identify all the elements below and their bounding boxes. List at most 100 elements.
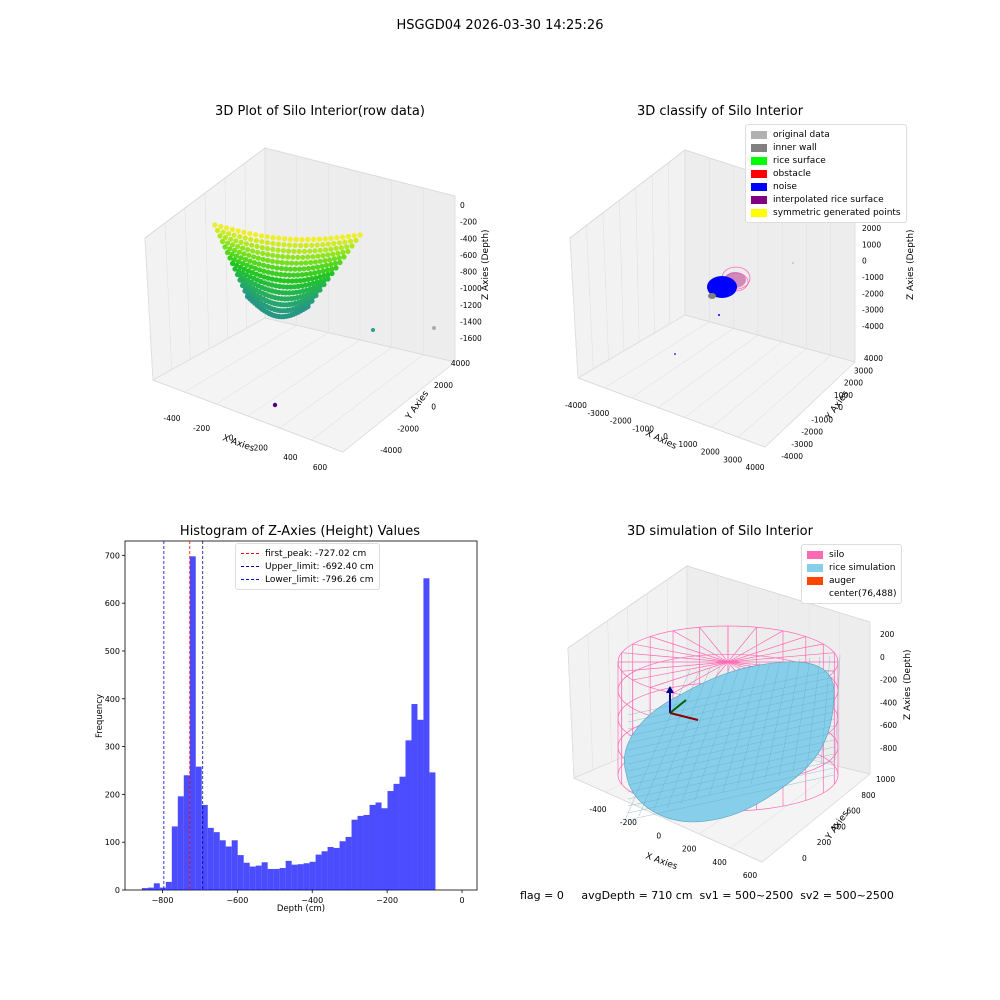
p1-point xyxy=(236,249,242,255)
p1-point xyxy=(286,248,292,254)
p1-point xyxy=(255,255,261,261)
p1-x-tick: 0 xyxy=(229,434,234,443)
mesh-line xyxy=(694,664,741,801)
p1-point xyxy=(286,272,292,278)
p1-point xyxy=(265,257,271,263)
histogram-x-label: Depth (cm) xyxy=(277,904,325,914)
figure-title: HSGGD04 2026-03-30 14:25:26 xyxy=(396,18,604,33)
p1-point xyxy=(282,272,288,278)
p1-point xyxy=(285,254,291,260)
p1-z-label: Z Axies (Depth) xyxy=(481,229,491,300)
p2-noise-point xyxy=(792,262,794,264)
p1-point xyxy=(329,266,335,272)
p1-point xyxy=(345,233,351,239)
p1-x-tick: -200 xyxy=(193,424,210,433)
p1-point xyxy=(276,235,282,241)
silo-roof-spoke xyxy=(699,626,729,663)
p1-point xyxy=(270,240,276,247)
p1-point xyxy=(257,267,263,273)
p1-point xyxy=(228,236,234,242)
p1-point xyxy=(247,231,253,237)
p1-point xyxy=(240,260,246,267)
histogram-bar xyxy=(429,772,436,890)
p4-x-tick: 0 xyxy=(656,831,661,840)
p1-point xyxy=(275,253,281,259)
histogram-bar xyxy=(201,804,208,890)
p1-point xyxy=(286,242,293,248)
mesh-line xyxy=(764,659,791,781)
p1-point xyxy=(311,236,317,242)
p1-point xyxy=(251,254,257,260)
legend-line-swatch xyxy=(241,579,259,580)
p1-point xyxy=(317,274,323,280)
grid-line xyxy=(577,314,686,379)
p2-noise-cluster xyxy=(707,276,737,298)
histogram-bar xyxy=(171,826,178,890)
legend-line-swatch xyxy=(241,566,259,567)
p1-point xyxy=(283,266,289,272)
grid-line xyxy=(184,207,191,360)
p1-point xyxy=(313,275,319,281)
p1-y-tick: 4000 xyxy=(451,359,470,368)
p1-point xyxy=(261,268,267,274)
legend-swatch xyxy=(807,563,823,572)
legend-label: original data xyxy=(773,129,830,140)
p1-point xyxy=(308,259,314,266)
grid-line xyxy=(764,361,856,448)
p2-legend-item: symmetric generated points xyxy=(751,206,901,219)
mesh-line xyxy=(834,654,841,761)
p1-point xyxy=(260,256,266,262)
histogram-bar xyxy=(315,854,322,890)
p1-point xyxy=(284,260,290,266)
p4-x-tick: -200 xyxy=(620,818,637,827)
histogram-bar xyxy=(159,887,166,890)
p1-y-tick: -2000 xyxy=(397,424,419,433)
p1-point xyxy=(237,234,243,240)
p1-point xyxy=(317,258,323,264)
p1-point xyxy=(331,240,337,247)
mesh-line xyxy=(820,655,831,765)
p1-point xyxy=(342,239,348,245)
grid-line xyxy=(224,177,228,339)
p4-rice-mesh-lines xyxy=(624,654,841,821)
p1-point xyxy=(333,265,339,271)
histogram-bar xyxy=(321,851,328,890)
histogram-bar xyxy=(399,776,406,890)
silo-roof-spoke xyxy=(727,630,784,663)
p1-point xyxy=(229,226,235,233)
p1-point xyxy=(299,237,305,243)
mesh-line xyxy=(792,657,811,773)
p1-outlier-point xyxy=(371,328,375,332)
p1-point xyxy=(303,271,309,277)
p2-z-tick: 0 xyxy=(862,257,867,266)
histogram-bar xyxy=(369,804,376,890)
p4-y-tick: 0 xyxy=(802,854,807,863)
p1-point xyxy=(329,270,335,277)
x-tick-label: −400 xyxy=(301,896,323,905)
p1-point xyxy=(270,235,276,241)
p1-point xyxy=(285,278,291,284)
p1-point xyxy=(256,261,262,267)
silo-roof-spoke xyxy=(632,643,729,663)
p1-point xyxy=(325,241,331,247)
p2-y-tick: 2000 xyxy=(844,379,863,388)
p1-point xyxy=(260,262,267,268)
p1-point xyxy=(219,238,226,245)
histogram-legend-item: Lower_limit: -796.26 cm xyxy=(241,573,374,586)
panel1-title: 3D Plot of Silo Interior(row data) xyxy=(215,104,425,119)
p2-y-ticks: -4000 -3000 -2000 -1000 0 1000 2000 3000 4000 xyxy=(781,354,883,461)
histogram-bar xyxy=(375,802,382,890)
p2-z-ticks: 2000 1000 0 -1000 -2000 -3000 -4000 xyxy=(862,224,884,331)
p1-point xyxy=(299,272,305,278)
p1-point xyxy=(347,238,354,244)
p1-point xyxy=(298,260,304,266)
histogram-bar xyxy=(195,766,202,890)
p1-point xyxy=(231,247,238,254)
mesh-line xyxy=(708,663,751,797)
p4-legend-item: rice simulation xyxy=(807,561,896,574)
grid-line xyxy=(651,175,655,334)
p1-point xyxy=(330,251,336,257)
mesh-line xyxy=(680,665,731,805)
mesh-line xyxy=(627,746,835,793)
p1-x-label: X Axies xyxy=(221,433,256,454)
